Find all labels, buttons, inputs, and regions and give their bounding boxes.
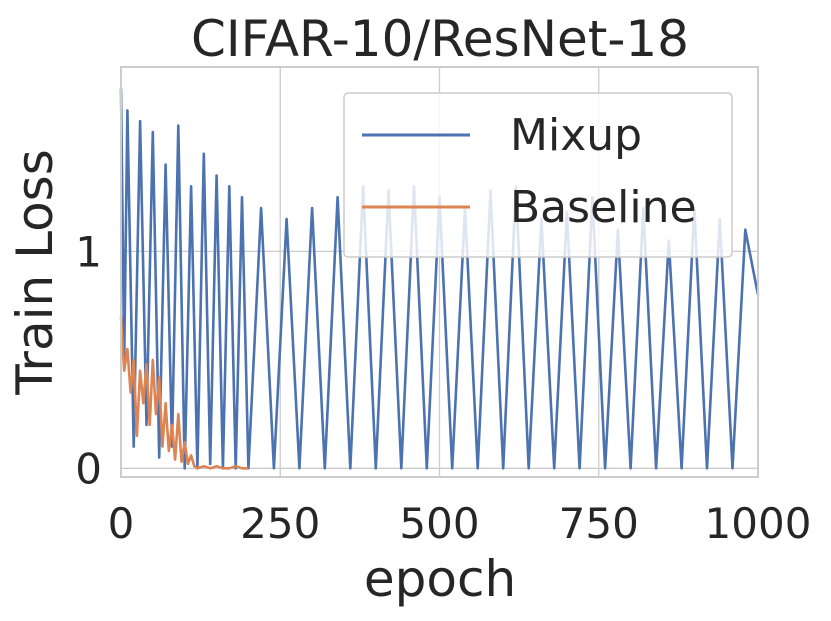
x-tick-label: 0 bbox=[108, 499, 135, 548]
x-axis-label: epoch bbox=[364, 550, 516, 608]
x-tick-label: 1000 bbox=[705, 499, 812, 548]
series-line-baseline bbox=[119, 316, 249, 470]
legend: Mixup Baseline bbox=[343, 92, 733, 258]
y-tick-label: 0 bbox=[75, 444, 102, 493]
tick-labels: 0 250 500 750 1000 0 1 bbox=[75, 227, 811, 548]
legend-label-baseline: Baseline bbox=[510, 182, 697, 233]
series-line-mixup bbox=[119, 88, 760, 470]
x-tick-label: 750 bbox=[559, 499, 639, 548]
y-axis-label: Train Loss bbox=[6, 149, 64, 396]
x-tick-label: 250 bbox=[240, 499, 320, 548]
plot-frame bbox=[120, 66, 759, 478]
x-tick-label: 500 bbox=[399, 499, 479, 548]
y-tick-label: 1 bbox=[75, 227, 102, 276]
legend-label-mixup: Mixup bbox=[510, 110, 642, 161]
plot-series bbox=[119, 88, 760, 470]
chart-title: CIFAR-10/ResNet-18 bbox=[191, 10, 689, 68]
